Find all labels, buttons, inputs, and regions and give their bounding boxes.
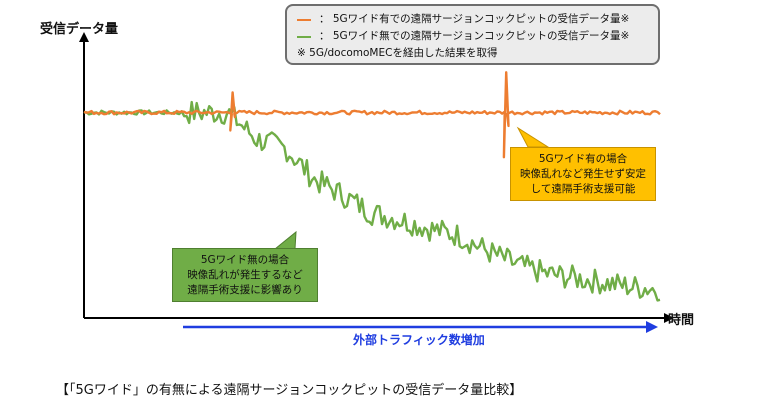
traffic-arrow-label: 外部トラフィック数増加 <box>353 333 485 347</box>
y-axis-arrowhead <box>79 32 89 42</box>
legend-swatch-green <box>297 35 311 38</box>
annotation-line: 映像乱れなど発生せず安定 <box>520 168 646 180</box>
x-axis-label: 時間 <box>668 313 695 328</box>
series-line-with-wide <box>83 71 661 159</box>
legend-note-text: ※ 5G/docomoMECを経由した結果を取得 <box>297 47 498 59</box>
annotation-pointer-green <box>273 230 297 250</box>
annotation-line: 遠隔手術支援に影響あり <box>187 284 303 296</box>
x-axis-arrowhead <box>664 313 674 323</box>
legend: ： 5Gワイド有での遠隔サージョンコックピットの受信データ量※ ： 5Gワイド無… <box>285 4 660 65</box>
annotation-without-wide: 5Gワイド無の場合 映像乱れが発生するなど 遠隔手術支援に影響あり <box>172 248 318 302</box>
annotation-pointer-orange <box>516 126 550 148</box>
annotation-line: 5Gワイド無の場合 <box>200 254 290 266</box>
annotation-with-wide: 5Gワイド有の場合 映像乱れなど発生せず安定 して遠隔手術支援可能 <box>510 147 656 201</box>
legend-item-without-wide: ： 5Gワイド無での遠隔サージョンコックピットの受信データ量※ <box>297 28 648 45</box>
figure-caption: 【「5Gワイド」の有無による遠隔サージョンコックピットの受信データ量比較】 <box>56 383 523 398</box>
legend-note: ※ 5G/docomoMECを経由した結果を取得 <box>297 45 648 62</box>
y-axis-label: 受信データ量 <box>40 22 119 37</box>
annotation-line: 映像乱れが発生するなど <box>187 269 303 281</box>
legend-swatch-orange <box>297 18 311 21</box>
annotation-line: して遠隔手術支援可能 <box>530 183 636 195</box>
traffic-arrowhead <box>646 321 658 333</box>
legend-text: ： 5Gワイド有での遠隔サージョンコックピットの受信データ量※ <box>319 13 630 25</box>
series-line-without-wide <box>83 100 661 302</box>
legend-text: ： 5Gワイド無での遠隔サージョンコックピットの受信データ量※ <box>319 30 630 42</box>
annotation-line: 5Gワイド有の場合 <box>538 153 628 165</box>
legend-item-with-wide: ： 5Gワイド有での遠隔サージョンコックピットの受信データ量※ <box>297 11 648 28</box>
